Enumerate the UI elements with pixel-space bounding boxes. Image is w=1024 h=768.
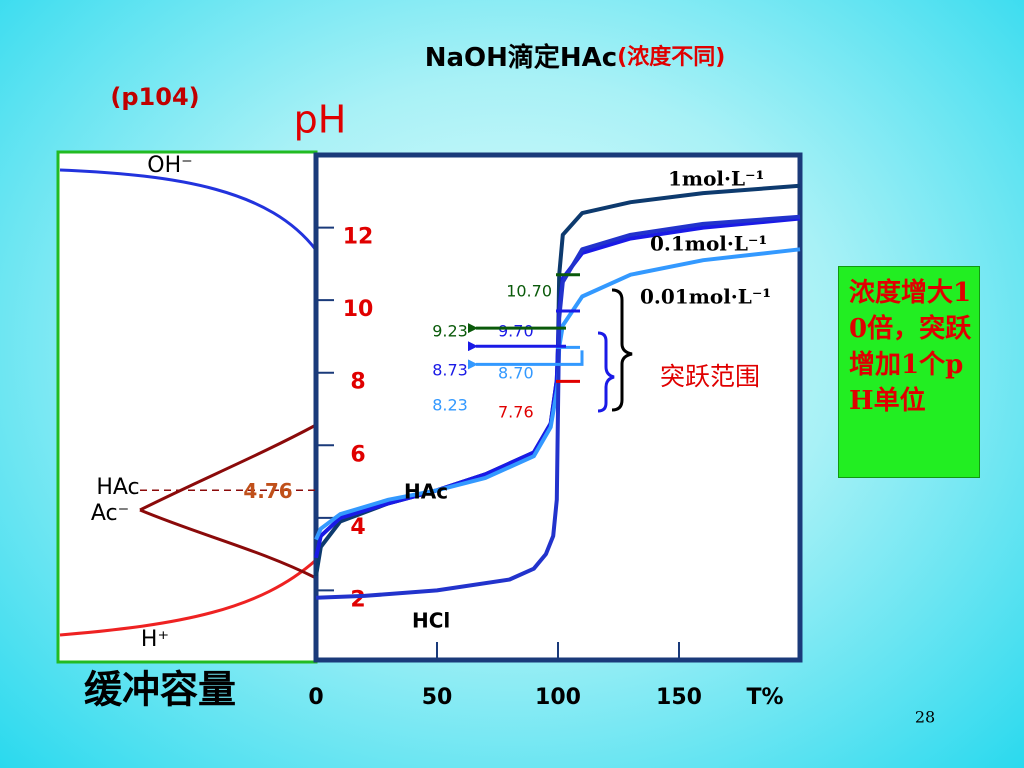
endpoint-label: 7.76 bbox=[498, 403, 534, 422]
y-axis-label: pH bbox=[294, 98, 347, 142]
species-label: HAc bbox=[96, 475, 139, 500]
y-tick-label: 8 bbox=[350, 370, 365, 395]
arrow-label: 8.73 bbox=[432, 361, 468, 380]
x-tick-label: 0 bbox=[308, 685, 323, 710]
arrow-label: 8.23 bbox=[432, 396, 468, 415]
species-label: H⁺ bbox=[141, 627, 169, 652]
arrow bbox=[468, 350, 584, 370]
note: 浓度增大10倍，突跃增加1个pH单位 bbox=[838, 266, 980, 478]
x-axis-label: T% bbox=[746, 685, 783, 710]
page-number: 28 bbox=[915, 708, 935, 727]
y-tick-label: 4 bbox=[350, 515, 365, 540]
series-label: 0.01mol·L⁻¹ bbox=[640, 285, 771, 309]
brace bbox=[611, 288, 633, 412]
page-ref: (p104) bbox=[110, 83, 199, 111]
titration-curve bbox=[314, 247, 801, 541]
oh-curve bbox=[59, 168, 318, 251]
y-tick-label: 2 bbox=[350, 587, 365, 612]
title-main: NaOH滴定HAc bbox=[425, 42, 617, 73]
buffer-panel bbox=[56, 150, 318, 664]
series-label: HCl bbox=[412, 609, 450, 633]
title: NaOH滴定HAc(浓度不同) bbox=[425, 42, 726, 73]
y-tick-label: 12 bbox=[343, 225, 374, 250]
titration-curve bbox=[315, 214, 801, 600]
h-curve bbox=[59, 558, 317, 637]
pka-label: 4.76 bbox=[243, 479, 292, 503]
jump-label: 突跃范围 bbox=[660, 362, 760, 391]
endpoint-label: 9.70 bbox=[498, 322, 534, 341]
series-label: 0.1mol·L⁻¹ bbox=[650, 232, 767, 256]
endpoint-label: 10.70 bbox=[506, 282, 552, 301]
series-label: 1mol·L⁻¹ bbox=[668, 167, 764, 191]
brace bbox=[597, 331, 615, 413]
y-tick-label: 10 bbox=[343, 297, 374, 322]
x-tick-label: 100 bbox=[535, 685, 581, 710]
species-label: Ac⁻ bbox=[91, 501, 129, 526]
species-label: OH⁻ bbox=[147, 153, 192, 178]
x-tick-label: 150 bbox=[656, 685, 702, 710]
title-suffix: (浓度不同) bbox=[617, 44, 725, 70]
y-tick-label: 6 bbox=[350, 442, 365, 467]
x-tick-label: 50 bbox=[422, 685, 453, 710]
curve-label: HAc bbox=[404, 480, 448, 504]
buffer-label: 缓冲容量 bbox=[84, 668, 236, 712]
ac-curve bbox=[139, 508, 317, 580]
hac-curve bbox=[139, 423, 317, 512]
arrow-label: 9.23 bbox=[432, 322, 468, 341]
endpoint-label: 8.70 bbox=[498, 364, 534, 383]
